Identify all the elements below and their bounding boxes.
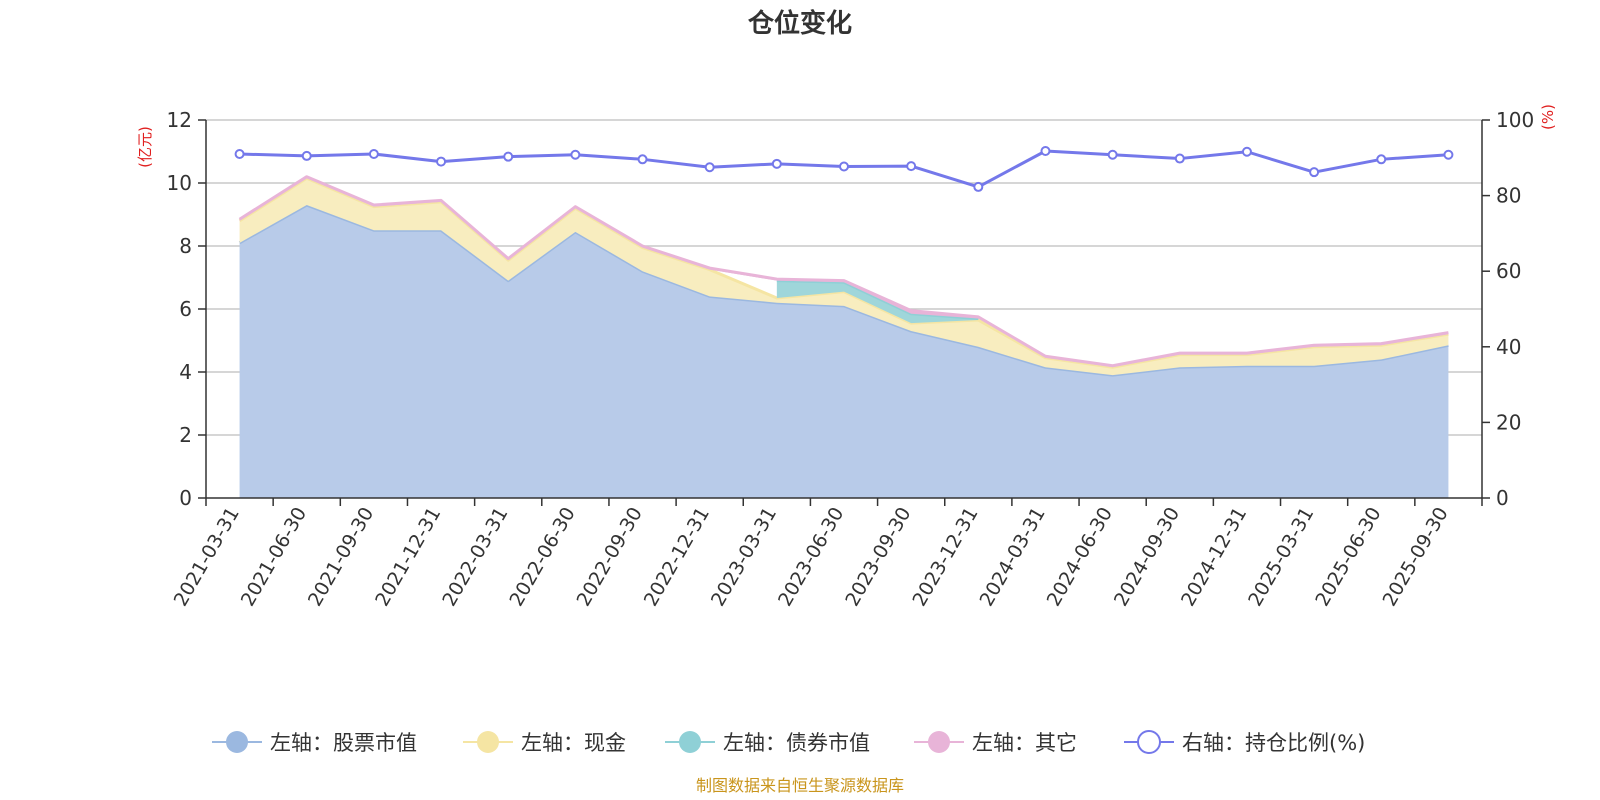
x-axis-category-label: 2023-06-30 [774,504,848,611]
right-axis-tick-label: 20 [1496,410,1521,434]
ratio-point [1241,146,1252,157]
x-axis-category-label: 2021-12-31 [371,503,445,610]
right-axis-tick-label: 80 [1496,184,1521,208]
left-axis-tick-label: 6 [179,297,192,321]
right-axis-tick-label: 60 [1496,259,1521,283]
legend-label: 左轴：其它 [972,731,1077,755]
ratio-point [1443,149,1454,160]
legend-label: 左轴：债券市值 [723,731,870,755]
legend-marker [1137,730,1161,754]
ratio-point [1174,153,1185,164]
ratio-point [436,156,447,167]
legend-item-bond[interactable]: 左轴：债券市值 [665,731,870,755]
x-axis-category-label: 2024-12-31 [1177,504,1251,611]
x-axis-category-label: 2022-12-31 [640,504,714,611]
area-cash [239,178,1449,376]
chart-title: 仓位变化 [747,8,852,39]
x-axis-category-label: 2025-06-30 [1311,504,1385,611]
ratio-point [771,158,782,169]
right-axis-unit: (%) [1539,104,1557,130]
legend-item-cash[interactable]: 左轴：现金 [463,731,626,755]
x-axis-category-label: 2025-09-30 [1378,504,1452,611]
legend-item-ratio[interactable]: 右轴：持仓比例(%) [1124,730,1365,755]
ratio-point [570,149,581,160]
x-axis-category-label: 2024-06-30 [1043,504,1117,611]
area-bond [776,280,979,324]
x-axis-category-label: 2022-03-31 [438,504,512,611]
legend-label: 左轴：股票市值 [270,731,417,755]
ratio-point [1376,154,1387,165]
right-axis-tick-label: 100 [1496,108,1534,132]
x-axis-category-label: 2021-09-30 [304,504,378,611]
left-axis-tick-label: 12 [167,108,192,132]
stacked-areas [238,175,1449,499]
x-axis-category-label: 2023-12-31 [908,504,982,611]
x-axis-category-label: 2025-03-31 [1244,504,1318,611]
x-axis-category-label: 2022-06-30 [505,504,579,611]
x-axis-category-label: 2023-03-31 [707,504,781,611]
legend-label: 右轴：持仓比例(%) [1182,731,1365,755]
legend-marker [928,731,950,753]
left-axis-tick-label: 2 [179,423,192,447]
legend-label: 左轴：现金 [521,731,626,755]
ratio-point [503,151,514,162]
legend-marker [679,731,701,753]
ratio-point [704,162,715,173]
x-axis-category-label: 2024-09-30 [1110,504,1184,611]
legend-marker [226,731,248,753]
ratio-line-layer [234,145,1454,192]
ratio-point [368,149,379,160]
left-axis-tick-label: 8 [179,234,192,258]
ratio-point [973,181,984,192]
ratio-point [906,161,917,172]
ratio-point [1309,167,1320,178]
ratio-point [1040,145,1051,156]
x-axis-category-label: 2023-09-30 [841,504,915,611]
right-axis-tick-label: 40 [1496,335,1521,359]
legend-marker [477,731,499,753]
legend[interactable]: 左轴：股票市值 左轴：现金 左轴：债券市值 左轴：其它 右轴：持仓比例(%) [212,730,1365,755]
left-axis-unit: (亿元) [136,126,154,168]
x-axis-category-label: 2021-06-30 [237,504,311,611]
left-axis-tick-label: 4 [179,360,192,384]
left-axis-tick-label: 10 [167,171,192,195]
ratio-point [301,150,312,161]
legend-item-other[interactable]: 左轴：其它 [914,731,1077,755]
data-source-note: 制图数据来自恒生聚源数据库 [696,776,904,795]
ratio-point [839,161,849,172]
left-axis-tick-label: 0 [179,486,192,510]
right-axis-tick-label: 0 [1496,486,1509,510]
area-edge-other [238,175,1449,368]
x-axis-category-label: 2022-09-30 [573,504,647,611]
ratio-point [637,154,648,165]
legend-item-stock[interactable]: 左轴：股票市值 [212,731,417,755]
ratio-point [1107,149,1118,160]
ratio-point [234,149,245,160]
x-axis-category-label: 2024-03-31 [976,504,1050,611]
x-axis-category-label: 2021-03-31 [170,504,244,611]
area-stock [239,205,1449,499]
